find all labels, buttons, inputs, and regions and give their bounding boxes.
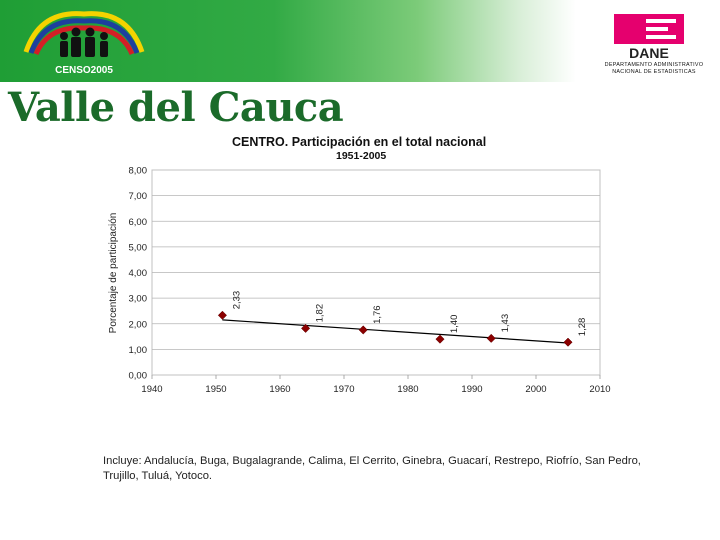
y-tick-label: 6,00: [129, 217, 148, 228]
page-title: Valle del Cauca: [8, 84, 344, 131]
chart-subtitle: 1951-2005: [336, 150, 387, 162]
y-tick-label: 7,00: [129, 191, 148, 202]
dane-logo-text: DANE: [629, 45, 669, 60]
x-tick-label: 2000: [525, 384, 546, 395]
data-label: 1,76: [372, 305, 383, 324]
censo-logo-text: CENSO2005: [55, 65, 113, 76]
y-tick-label: 0,00: [129, 371, 148, 382]
x-tick-label: 1970: [333, 384, 354, 395]
data-label: 1,28: [577, 318, 588, 337]
data-label: 2,33: [231, 291, 242, 310]
data-point: [217, 310, 227, 320]
y-tick-label: 5,00: [129, 242, 148, 253]
y-tick-label: 3,00: [129, 294, 148, 305]
x-tick-label: 2010: [589, 384, 610, 395]
y-tick-label: 2,00: [129, 319, 148, 330]
dane-logo: DANE: [614, 14, 684, 60]
participation-chart: 0,00 1,00 2,00 3,00 4,00 5,00 6,00 7,00 8,00 194…: [108, 166, 611, 396]
x-tick-label: 1950: [205, 384, 226, 395]
included-municipalities-note: Incluye: Andalucía, Buga, Bugalagrande, …: [103, 455, 641, 482]
chart-title: CENTRO. Participación en el total nacion…: [232, 135, 487, 149]
y-tick-label: 1,00: [129, 345, 148, 356]
y-tick-label: 8,00: [129, 166, 148, 177]
trend-line: [222, 319, 569, 344]
data-point: [358, 325, 368, 335]
x-tick-label: 1960: [269, 384, 290, 395]
censo-logo: CENSO2005: [23, 11, 145, 76]
data-label: 1,43: [500, 314, 511, 333]
data-label: 1,40: [449, 315, 460, 334]
data-point: [301, 323, 311, 333]
y-axis-label: Porcentaje de participación: [108, 213, 119, 334]
data-point: [563, 337, 573, 347]
y-tick-label: 4,00: [129, 268, 148, 279]
dane-subtitle-line2: NACIONAL DE ESTADISTICAS: [612, 69, 696, 75]
header-banner: [0, 0, 720, 82]
x-tick-label: 1990: [461, 384, 482, 395]
dane-subtitle: DEPARTAMENTO ADMINISTRATIVO NACIONAL DE …: [596, 62, 712, 76]
data-label: 1,82: [315, 304, 326, 323]
x-tick-label: 1980: [397, 384, 418, 395]
x-tick-label: 1940: [141, 384, 162, 395]
dane-subtitle-line1: DEPARTAMENTO ADMINISTRATIVO: [604, 62, 704, 68]
data-point: [486, 333, 496, 343]
data-point: [435, 334, 445, 344]
